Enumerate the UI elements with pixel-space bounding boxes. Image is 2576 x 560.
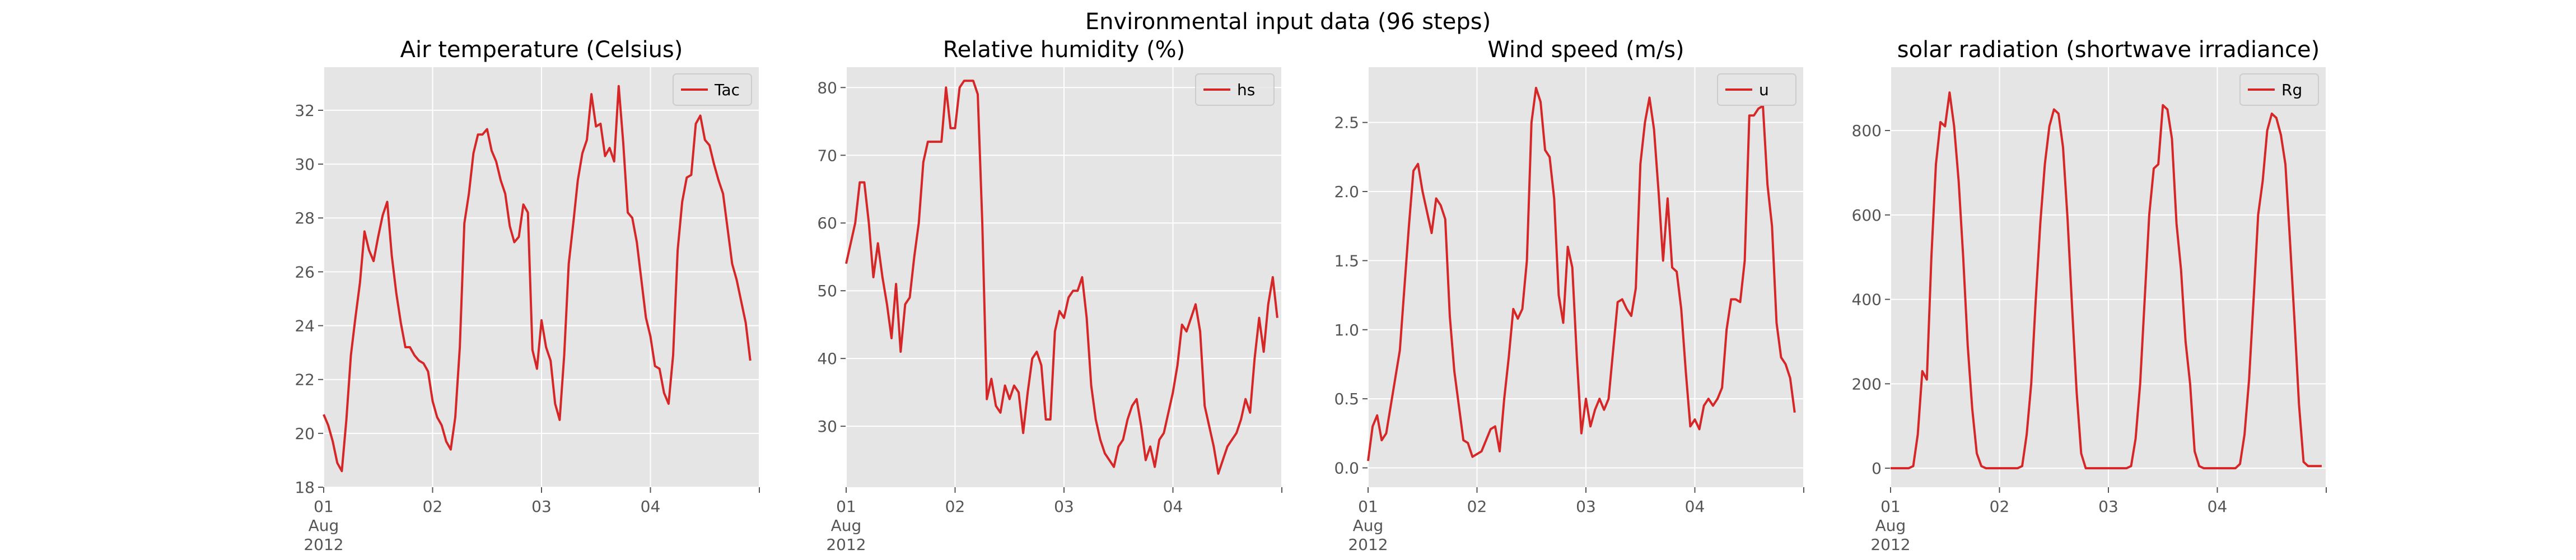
x-tick-label: 01: [1358, 497, 1378, 516]
series-line-Tac: [323, 85, 752, 473]
x-tick-label: Aug: [309, 516, 339, 535]
x-tick-label: 2012: [1870, 535, 1910, 554]
x-tick-label: Aug: [1875, 516, 1906, 535]
x-tick-label: 02: [423, 497, 443, 516]
x-tick-label: 04: [641, 497, 661, 516]
y-tick-label: 1.0: [1334, 321, 1359, 339]
x-tick-label: 01: [314, 497, 334, 516]
y-tick-label: 0: [1872, 459, 1882, 478]
y-tick-label: 200: [1852, 375, 1882, 393]
legend-label: u: [1759, 81, 1769, 99]
y-tick-label: 30: [817, 417, 837, 436]
series-line-u: [1367, 87, 1796, 461]
y-tick-label: 80: [817, 78, 837, 97]
x-tick-label: Aug: [1353, 516, 1384, 535]
y-tick-label: 28: [295, 209, 315, 227]
y-tick-label: 18: [295, 478, 315, 497]
x-tick-label: 02: [1467, 497, 1487, 516]
legend: [673, 73, 752, 106]
x-tick-label: 03: [1054, 497, 1074, 516]
y-tick-label: 50: [817, 282, 837, 300]
y-tick-label: 600: [1852, 206, 1882, 225]
x-tick-label: 03: [531, 497, 552, 516]
y-tick-label: 0.0: [1334, 459, 1359, 477]
y-tick-label: 1.5: [1334, 251, 1359, 270]
legend-label: hs: [1237, 81, 1255, 99]
y-tick-label: 26: [295, 263, 315, 281]
x-tick-label: 04: [1685, 497, 1705, 516]
chart-title: Relative humidity (%): [943, 37, 1186, 63]
y-tick-label: 0.5: [1334, 390, 1359, 408]
x-tick-label: 2012: [826, 535, 866, 554]
series-line-hs: [845, 80, 1278, 475]
figure-suptitle: Environmental input data (96 steps): [1085, 9, 1491, 35]
legend-label: Tac: [714, 81, 740, 99]
legend: [2239, 73, 2319, 106]
x-tick-label: 03: [2098, 497, 2118, 516]
y-tick-label: 400: [1852, 291, 1882, 309]
y-tick-label: 70: [817, 146, 837, 165]
y-tick-label: 40: [817, 349, 837, 368]
x-tick-label: 03: [1576, 497, 1596, 516]
x-tick-label: 02: [1990, 497, 2010, 516]
chart-title: Air temperature (Celsius): [400, 37, 683, 63]
x-tick-label: 2012: [304, 535, 343, 554]
y-tick-label: 2.0: [1334, 183, 1359, 201]
x-tick-label: Aug: [831, 516, 862, 535]
legend: [1195, 73, 1275, 106]
legend: [1717, 73, 1796, 106]
y-tick-label: 30: [295, 155, 315, 174]
y-tick-label: 32: [295, 101, 315, 120]
x-tick-label: 04: [2208, 497, 2228, 516]
x-tick-label: 01: [1880, 497, 1901, 516]
y-tick-label: 2.5: [1334, 114, 1359, 132]
y-tick-label: 22: [295, 371, 315, 389]
x-tick-label: 2012: [1348, 535, 1388, 554]
series-line-Rg: [1891, 91, 2322, 470]
x-tick-label: 01: [836, 497, 856, 516]
y-tick-label: 24: [295, 317, 315, 335]
chart-title: Wind speed (m/s): [1487, 37, 1684, 63]
x-tick-label: 04: [1163, 497, 1183, 516]
chart-title: solar radiation (shortwave irradiance): [1897, 37, 2320, 63]
y-tick-label: 800: [1852, 122, 1882, 140]
x-tick-label: 02: [945, 497, 965, 516]
y-tick-label: 20: [295, 424, 315, 443]
legend-label: Rg: [2281, 81, 2302, 99]
y-tick-label: 60: [817, 214, 837, 232]
